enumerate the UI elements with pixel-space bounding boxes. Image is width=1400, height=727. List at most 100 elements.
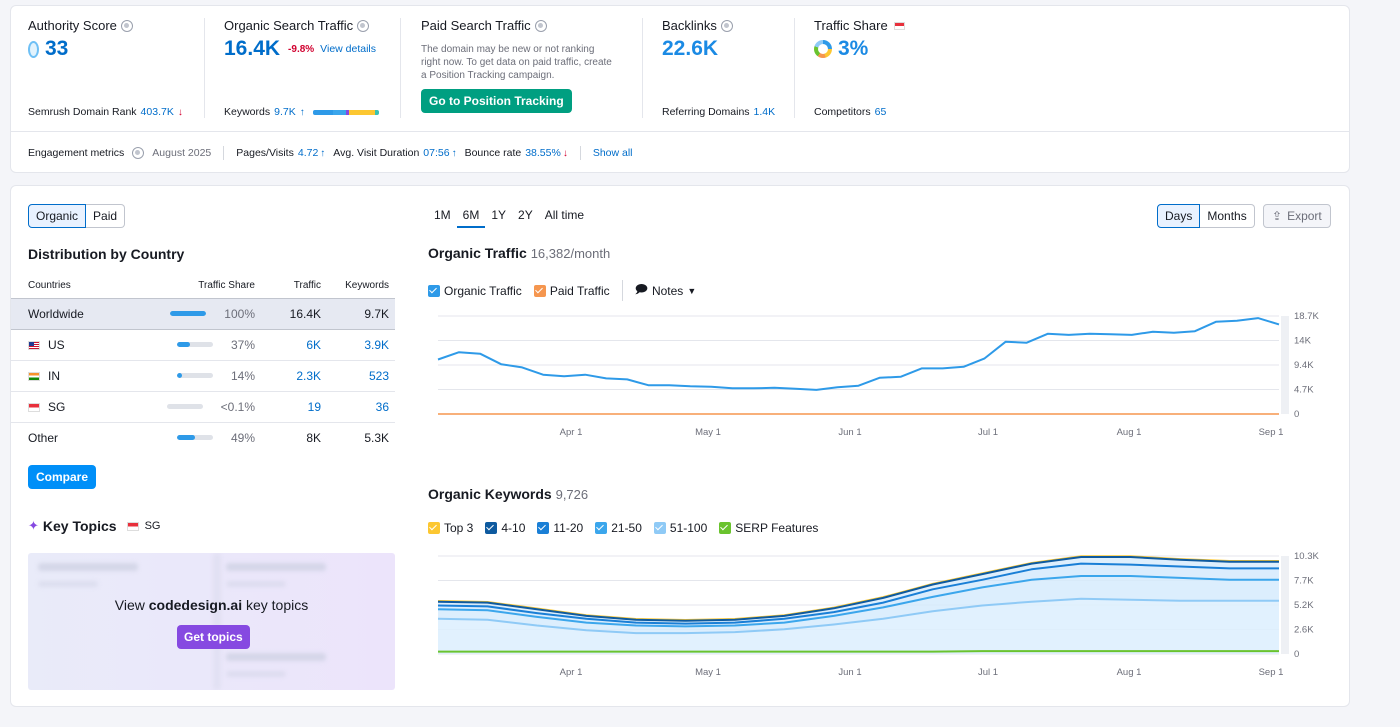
y-tick-label: 2.6K [1294, 625, 1314, 636]
traffic-value[interactable]: 19 [261, 390, 327, 422]
legend-organic-traffic[interactable]: Organic Traffic [428, 284, 522, 298]
arrow-up-icon: ↑ [451, 147, 457, 159]
paid-traffic-widget: Paid Search Traffic The domain may be ne… [404, 6, 644, 131]
keywords-value[interactable]: 523 [327, 359, 395, 391]
backlinks-title: Backlinks [662, 18, 717, 33]
months-button[interactable]: Months [1200, 204, 1255, 228]
key-topics-title: Key Topics [42, 518, 117, 534]
notes-icon: 🗩 [634, 282, 648, 296]
paid-traffic-title: Paid Search Traffic [421, 18, 531, 33]
country-name: Worldwide [28, 306, 84, 321]
export-button[interactable]: ⇪ Export [1263, 204, 1331, 228]
organic-traffic-widget: Organic Search Traffic 16.4K -9.8% View de… [207, 6, 402, 131]
legend-serp-features[interactable]: SERP Features [719, 521, 818, 535]
tab-2y[interactable]: 2Y [518, 208, 533, 222]
authority-score-value[interactable]: 33 [45, 37, 69, 60]
series-line [437, 597, 1279, 635]
legend-label: 51-100 [669, 521, 708, 535]
table-row[interactable]: Other 49% 8K 5.3K [11, 421, 395, 453]
go-to-position-tracking-button[interactable]: Go to Position Tracking [421, 89, 572, 113]
keywords-distribution-bar [312, 109, 379, 115]
share-bar [176, 435, 213, 441]
legend-51-100[interactable]: 51-100 [653, 521, 708, 535]
legend-paid-traffic[interactable]: Paid Traffic [533, 284, 610, 298]
organic-traffic-value[interactable]: 16.4K [224, 37, 281, 60]
legend-11-20[interactable]: 11-20 [537, 521, 583, 535]
share-bar [176, 342, 213, 347]
traffic-share-value[interactable]: 3% [838, 37, 869, 60]
authority-gauge-icon [28, 40, 39, 58]
organic-traffic-chart-title: Organic Traffic 16,382/month [428, 245, 610, 261]
tab-1m[interactable]: 1M [434, 208, 451, 222]
engagement-label: Engagement metrics [28, 147, 125, 159]
tab-all-time[interactable]: All time [544, 208, 585, 222]
info-icon[interactable] [357, 19, 370, 32]
competitors-value[interactable]: 65 [874, 106, 887, 118]
info-icon[interactable] [720, 19, 733, 32]
series-line [437, 556, 1279, 622]
organic-traffic-chart: 0 4.7K 9.4K 14K 18.7K Apr 1 May 1 Jun 1 Jul 1 Aug… [437, 311, 1319, 438]
traffic-value: 16.4K [261, 297, 327, 330]
domain-rank-value[interactable]: 403.7K [140, 106, 174, 118]
referring-domains-value[interactable]: 1.4K [753, 106, 776, 118]
traffic-value[interactable]: 6K [261, 328, 327, 360]
keywords-value[interactable]: 3.9K [327, 328, 395, 360]
x-tick-label: Apr 1 [560, 427, 583, 438]
y-tick-label: 4.7K [1294, 385, 1314, 396]
sg-flag-icon [893, 21, 905, 30]
table-row[interactable]: US 37% 6K 3.9K [11, 328, 395, 360]
paid-traffic-note: The domain may be new or not ranking rig… [421, 44, 612, 81]
visit-duration-value: 07:56 [423, 147, 450, 159]
legend-top-3[interactable]: Top 3 [428, 521, 473, 535]
x-tick-label: May 1 [695, 427, 721, 438]
table-row[interactable]: IN 14% 2.3K 523 [11, 359, 395, 391]
show-all-link[interactable]: Show all [592, 147, 633, 159]
legend-label: Organic Traffic [444, 283, 522, 298]
bounce-rate-value: 38.55% [525, 147, 561, 159]
compare-button[interactable]: Compare [28, 465, 97, 489]
traffic-value[interactable]: 2.3K [261, 359, 327, 391]
organic-toggle-button[interactable]: Organic [28, 204, 87, 228]
chevron-down-icon: ▼ [687, 285, 697, 296]
info-icon[interactable] [120, 19, 133, 32]
tab-1y[interactable]: 1Y [491, 208, 507, 222]
info-icon[interactable] [132, 147, 145, 159]
series-line [437, 575, 1279, 628]
organic-traffic-title: Organic Search Traffic [224, 18, 354, 33]
view-details-link[interactable]: View details [320, 43, 377, 55]
legend-21-50[interactable]: 21-50 [595, 521, 642, 535]
days-button[interactable]: Days [1157, 204, 1201, 228]
backlinks-value[interactable]: 22.6K [662, 37, 719, 60]
series-line [438, 650, 1279, 653]
share-value: 14% [230, 368, 255, 383]
legend-4-10[interactable]: 4-10 [485, 521, 525, 535]
series-area [438, 576, 1279, 654]
x-tick-label: Jun 1 [838, 427, 861, 438]
sparkle-icon: ✦ [28, 518, 39, 533]
series-area [438, 563, 1279, 654]
keywords-value[interactable]: 9.7K [274, 106, 296, 118]
traffic-share-donut-icon [814, 40, 832, 58]
table-row[interactable]: Worldwide 100% 16.4K 9.7K [11, 297, 395, 330]
arrow-up-icon: ↑ [299, 106, 305, 118]
x-tick-label: Jul 1 [978, 427, 998, 438]
get-topics-button[interactable]: Get topics [177, 625, 250, 649]
x-tick-label: Aug 1 [1117, 427, 1142, 438]
share-value: <0.1% [220, 399, 255, 414]
y-tick-label: 14K [1294, 336, 1312, 347]
keywords-value: 9.7K [327, 297, 395, 330]
info-icon[interactable] [534, 19, 547, 32]
keywords-value[interactable]: 36 [327, 390, 395, 422]
overview-card: Authority Score 33 Semrush Domain Rank 40… [10, 5, 1350, 173]
arrow-up-icon: ↑ [320, 147, 326, 159]
table-row[interactable]: SG <0.1% 19 36 [11, 390, 395, 422]
y-tick-label: 7.7K [1294, 576, 1314, 587]
x-tick-label: Apr 1 [560, 667, 583, 678]
tab-6m[interactable]: 6M [456, 208, 486, 228]
key-topics-preview: View codedesign.ai key topics Get topics [28, 553, 395, 690]
chart-title: Organic Traffic [428, 245, 527, 261]
checkbox-icon [428, 284, 440, 297]
share-value: 37% [230, 337, 255, 352]
notes-dropdown[interactable]: 🗩 Notes ▼ [621, 280, 697, 301]
paid-toggle-button[interactable]: Paid [86, 204, 126, 228]
